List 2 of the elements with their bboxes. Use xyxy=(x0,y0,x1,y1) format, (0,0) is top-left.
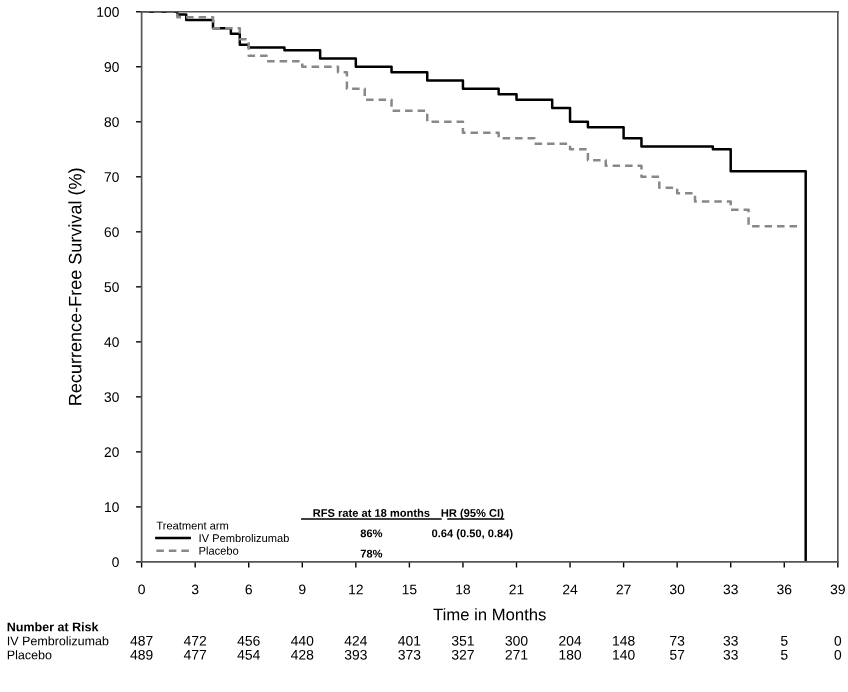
x-axis-title: Time in Months xyxy=(433,608,546,621)
y-axis-title: Recurrence-Free Survival (%) xyxy=(68,168,86,405)
